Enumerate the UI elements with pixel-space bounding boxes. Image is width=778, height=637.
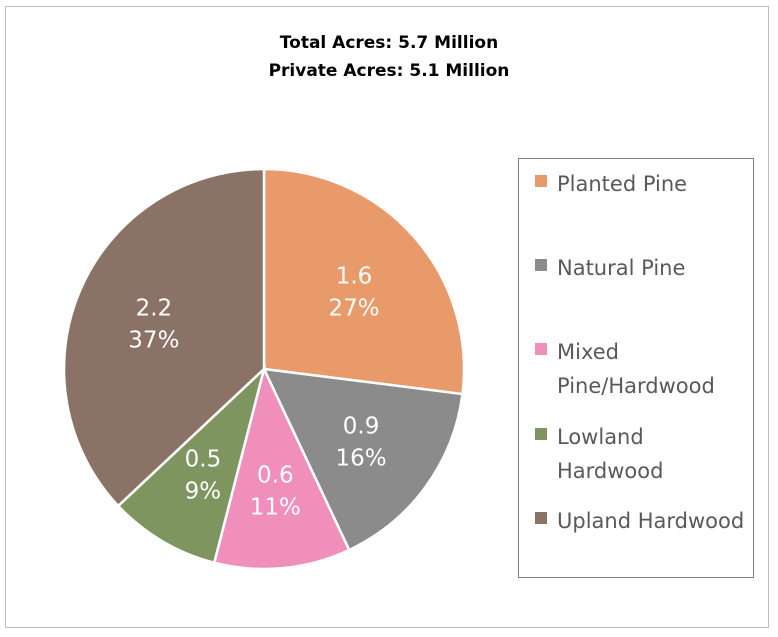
slice-value-label: 1.6 <box>336 264 373 290</box>
legend-item: Lowland Hardwood <box>519 420 755 488</box>
slice-value-label: 0.9 <box>343 414 380 440</box>
chart-legend: Planted Pine Natural Pine Mixed Pine/Hardw… <box>518 158 754 578</box>
slice-value-label: 0.6 <box>257 462 294 488</box>
legend-item: Natural Pine <box>519 251 755 285</box>
slice-value-label: 2.2 <box>136 295 173 321</box>
slice-value-label: 0.5 <box>185 446 222 472</box>
legend-label: Lowland Hardwood <box>557 425 664 483</box>
legend-swatch <box>535 175 547 187</box>
legend-swatch <box>535 259 547 271</box>
slice-percent-label: 27% <box>328 296 379 322</box>
pie-slice-natural-pine <box>261 367 464 552</box>
legend-label: Upland Hardwood <box>557 509 745 533</box>
legend-item: Planted Pine <box>519 167 755 201</box>
legend-item: Upland Hardwood <box>519 504 755 538</box>
legend-label: Natural Pine <box>557 256 686 280</box>
pie-slice-upland-hardwood <box>62 167 266 508</box>
legend-label: Planted Pine <box>557 172 688 196</box>
legend-swatch <box>535 512 547 524</box>
slice-percent-label: 11% <box>250 494 301 520</box>
legend-swatch <box>535 428 547 440</box>
legend-item: Mixed Pine/Hardwood <box>519 335 755 403</box>
chart-title-total-acres: Total Acres: 5.7 Million <box>279 33 499 53</box>
chart-title-private-acres: Private Acres: 5.1 Million <box>268 61 510 81</box>
slice-percent-label: 9% <box>185 478 222 504</box>
pie-slice-lowland-hardwood <box>116 365 267 565</box>
legend-swatch <box>535 343 547 355</box>
slice-percent-label: 16% <box>336 446 387 472</box>
pie-slice-planted-pine <box>262 167 466 396</box>
legend-label: Mixed Pine/Hardwood <box>557 340 715 398</box>
pie-slice-mixed-pine-hardwood <box>212 365 351 571</box>
slice-percent-label: 37% <box>128 327 179 353</box>
